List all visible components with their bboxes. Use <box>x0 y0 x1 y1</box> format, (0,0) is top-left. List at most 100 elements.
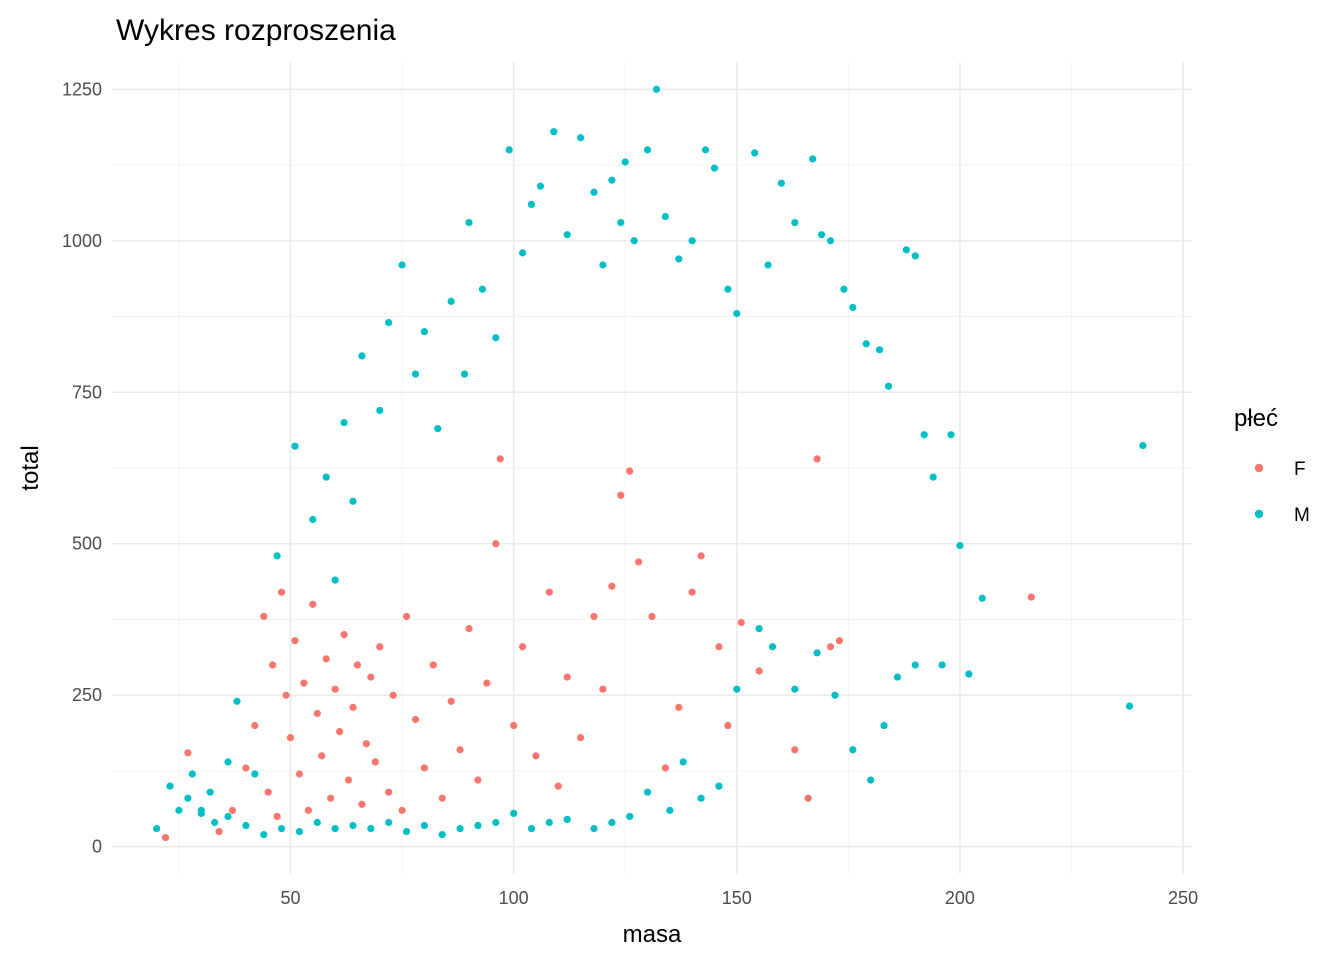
y-tick-label: 1250 <box>62 79 102 99</box>
point-m <box>755 624 763 633</box>
point-f <box>826 643 835 651</box>
point-m <box>385 318 393 327</box>
point-f <box>755 667 763 675</box>
point-f <box>269 661 277 669</box>
point-f <box>804 794 812 802</box>
point-m <box>465 218 473 227</box>
point-m <box>211 818 219 827</box>
point-f <box>791 746 799 754</box>
point-m <box>826 237 835 245</box>
point-f <box>313 709 321 718</box>
point-m <box>251 770 259 778</box>
point-m <box>331 576 339 584</box>
point-m <box>224 812 232 821</box>
point-m <box>764 261 772 269</box>
point-m <box>710 164 719 172</box>
point-f <box>304 806 312 814</box>
y-axis-title: total <box>17 445 44 490</box>
point-f <box>161 834 170 842</box>
point-f <box>228 806 237 814</box>
point-m <box>576 134 585 142</box>
legend-key-m <box>1254 509 1264 519</box>
y-tick-label: 250 <box>72 685 102 705</box>
point-f <box>402 612 411 621</box>
point-m <box>590 824 598 833</box>
series-m-points <box>153 85 1147 839</box>
point-m <box>751 149 759 157</box>
point-m <box>188 770 196 778</box>
point-m <box>456 824 464 833</box>
point-m <box>840 285 848 293</box>
x-tick-label: 50 <box>280 888 300 908</box>
point-m <box>367 824 375 833</box>
point-m <box>175 806 183 814</box>
point-f <box>590 612 598 621</box>
point-m <box>621 158 629 166</box>
point-m <box>965 670 973 678</box>
point-m <box>224 758 232 766</box>
point-f <box>376 643 384 651</box>
x-axis-ticks: 50 100 150 200 250 <box>280 888 1198 908</box>
point-m <box>675 255 683 263</box>
point-m <box>474 821 482 830</box>
point-f <box>492 540 500 548</box>
point-f <box>327 794 335 802</box>
point-f <box>576 734 585 742</box>
point-f <box>510 721 518 730</box>
point-m <box>166 782 174 790</box>
point-f <box>626 467 634 475</box>
point-f <box>715 643 723 651</box>
point-m <box>242 821 250 830</box>
point-f <box>389 691 397 699</box>
point-m <box>510 809 518 818</box>
point-f <box>215 827 223 836</box>
y-tick-label: 1000 <box>62 231 102 251</box>
point-m <box>929 473 937 481</box>
point-m <box>420 821 428 830</box>
point-m <box>876 346 884 354</box>
point-m <box>260 831 268 839</box>
point-f <box>496 455 504 463</box>
x-tick-label: 100 <box>499 888 529 908</box>
point-m <box>791 685 799 693</box>
point-m <box>724 285 732 293</box>
point-f <box>835 637 844 645</box>
point-m <box>617 218 625 227</box>
point-m <box>715 782 723 790</box>
point-m <box>849 746 857 754</box>
point-f <box>465 624 473 633</box>
point-m <box>518 249 527 257</box>
point-m <box>527 824 536 833</box>
point-m <box>492 334 500 342</box>
point-f <box>273 812 281 821</box>
point-m <box>197 809 205 818</box>
point-m <box>460 370 469 378</box>
point-m <box>880 721 888 730</box>
point-m <box>608 818 616 827</box>
point-f <box>300 679 308 687</box>
point-m <box>550 128 558 136</box>
point-f <box>420 764 428 772</box>
point-f <box>599 685 607 693</box>
point-m <box>349 497 357 505</box>
legend-title: płeć <box>1234 405 1278 432</box>
point-m <box>599 261 607 269</box>
point-f <box>554 782 562 790</box>
point-f <box>322 655 330 663</box>
point-m <box>438 831 446 839</box>
point-m <box>184 794 192 802</box>
point-f <box>737 618 745 627</box>
point-f <box>242 764 250 772</box>
point-m <box>884 382 893 390</box>
point-m <box>358 352 366 360</box>
point-f <box>318 752 326 760</box>
point-m <box>643 788 652 796</box>
legend-label-f: F <box>1294 459 1306 480</box>
x-tick-label: 150 <box>722 888 752 908</box>
point-m <box>313 818 321 827</box>
point-m <box>679 758 687 766</box>
point-f <box>447 697 455 705</box>
point-m <box>331 824 339 833</box>
point-m <box>688 237 696 245</box>
